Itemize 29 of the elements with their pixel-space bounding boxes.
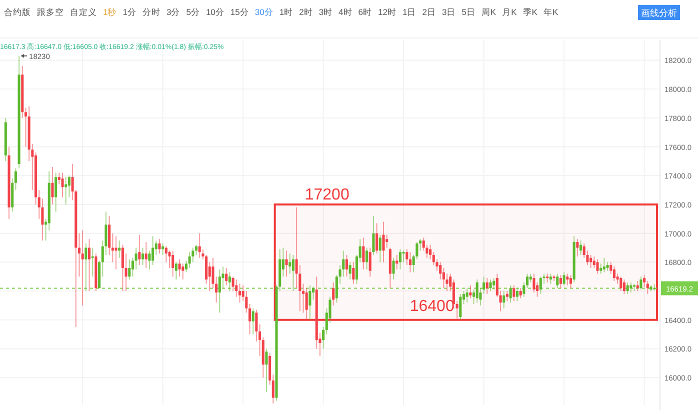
- text: 5日: [462, 7, 476, 17]
- text: 2时: [299, 7, 313, 17]
- text: 1时: [279, 7, 294, 17]
- text: 3分: [166, 7, 180, 17]
- text: 3时: [318, 7, 333, 17]
- text: 2日: [422, 7, 436, 17]
- text: 30分: [254, 7, 274, 17]
- candlestick: [653, 284, 656, 291]
- annotation: 17200: [304, 186, 350, 204]
- text: 跟多空: [37, 7, 64, 17]
- text: 15分: [230, 7, 249, 17]
- text: 合约版: [4, 7, 31, 17]
- text: 4时: [338, 7, 352, 17]
- text: 自定义: [70, 7, 97, 17]
- text: 1分: [122, 7, 136, 17]
- text: 10分: [206, 7, 224, 17]
- text: 3日: [442, 7, 456, 17]
- text: 6时: [358, 7, 372, 17]
- text: 画线分析: [641, 8, 677, 18]
- text: 1日: [402, 7, 416, 17]
- annotation: 16400: [410, 298, 454, 315]
- text: 周K: [481, 7, 496, 17]
- text: 季K: [522, 7, 538, 17]
- text: 12时: [378, 7, 396, 17]
- text: 1秒: [103, 7, 117, 17]
- text: 年K: [543, 7, 558, 17]
- text: 月K: [502, 7, 518, 17]
- text: 分时: [142, 7, 160, 17]
- text: 5分: [186, 7, 200, 17]
